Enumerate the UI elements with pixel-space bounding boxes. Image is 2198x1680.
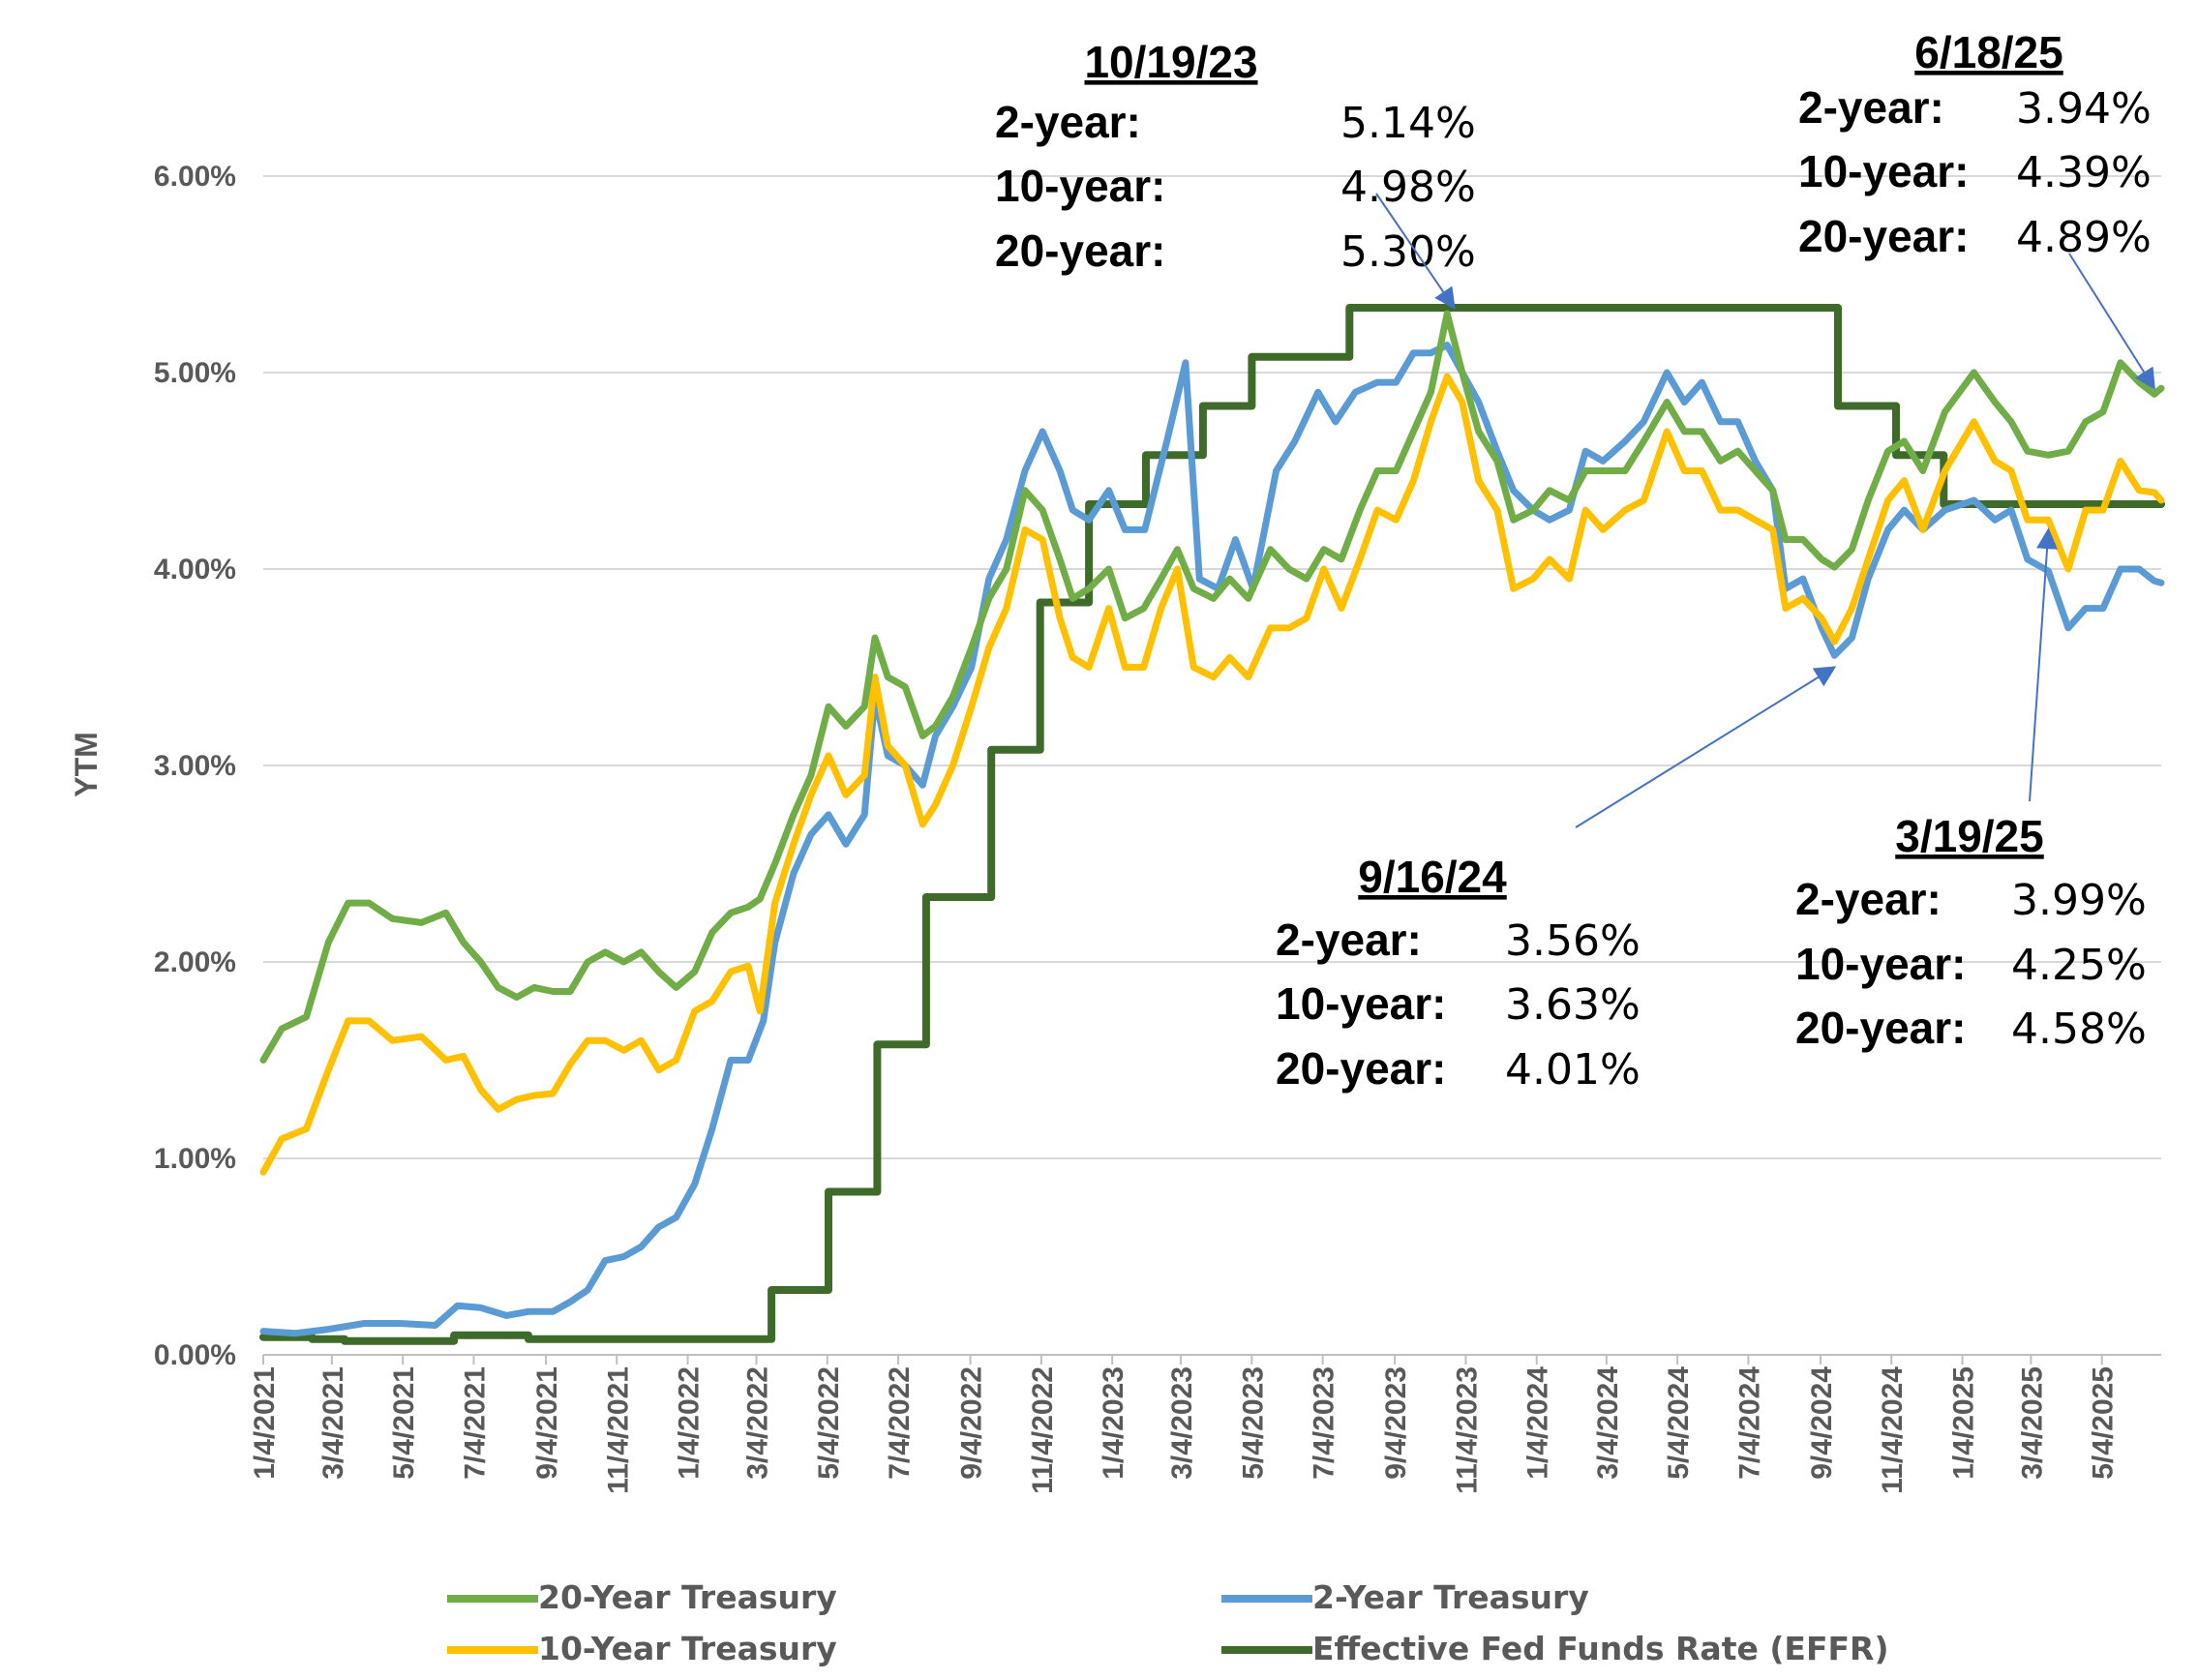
x-tick-label: 11/4/2023 [1451, 1366, 1483, 1494]
x-tick-label: 9/4/2024 [1806, 1366, 1838, 1480]
y-axis-tick-labels: 0.00% 1.00% 2.00% 3.00% 4.00% 5.00% 6.00% [154, 161, 236, 1371]
annotation-value: 4.58% [2011, 1005, 2147, 1054]
y-tick-label: 4.00% [154, 554, 236, 585]
x-axis: 1/4/2021 3/4/2021 5/4/2021 7/4/2021 9/4/2021… [249, 1354, 2161, 1494]
x-tick-label: 3/4/2024 [1592, 1366, 1624, 1480]
series-line-effr [259, 304, 2165, 1345]
annotation-label: 20-year: [1795, 1003, 1966, 1053]
annotation-value: 5.30% [1340, 227, 1476, 277]
x-tick-label: 1/4/2025 [1948, 1366, 1980, 1480]
x-tick-label: 1/4/2023 [1098, 1366, 1129, 1480]
annotation-arrow [2068, 253, 2155, 391]
annotation-value: 4.39% [2016, 148, 2152, 197]
y-tick-label: 6.00% [154, 161, 236, 193]
series-lines [259, 304, 2165, 1345]
series-line-y20 [259, 310, 2165, 1064]
annotation-value: 4.25% [2011, 941, 2147, 990]
annotations: 10/19/23 2-year: 5.14% 10-year: 4.98% 20-year… [995, 27, 2155, 1095]
annotation-label: 2-year: [1795, 874, 1942, 924]
x-tick-label: 1/4/2021 [249, 1366, 281, 1480]
annotation-label: 20-year: [1276, 1043, 1446, 1094]
y-tick-label: 0.00% [154, 1339, 236, 1371]
annotation-1: 6/18/252-year: 3.94% 10-year: 4.39% 20-year:… [1798, 27, 2155, 391]
annotation-date: 6/18/25 [1914, 27, 2063, 77]
x-tick-label: 5/4/2023 [1237, 1366, 1269, 1480]
annotation-label: 10-year: [995, 161, 1165, 211]
annotation-value: 3.63% [1505, 980, 1641, 1030]
x-tick-label: 7/4/2022 [884, 1366, 916, 1480]
x-tick-label: 7/4/2021 [459, 1366, 491, 1480]
y-tick-label: 2.00% [154, 946, 236, 978]
y-tick-label: 1.00% [154, 1143, 236, 1175]
gridlines [263, 175, 2161, 1159]
legend-label-effr: Effective Fed Funds Rate (EFFR) [1312, 1630, 1889, 1667]
annotation-value: 4.98% [1340, 163, 1476, 212]
y-tick-label: 5.00% [154, 357, 236, 389]
x-tick-label: 11/4/2021 [602, 1366, 634, 1494]
annotation-0: 10/19/23 2-year: 5.14% 10-year: 4.98% 20-year… [995, 37, 1476, 310]
series-line-y2 [259, 342, 2165, 1337]
legend-label-y2: 2-Year Treasury [1312, 1578, 1589, 1616]
x-tick-label: 5/4/2024 [1663, 1366, 1695, 1480]
x-tick-label: 9/4/2021 [531, 1366, 563, 1480]
annotation-date: 10/19/23 [1084, 37, 1257, 87]
annotation-value: 4.89% [2016, 213, 2152, 262]
annotation-label: 20-year: [995, 225, 1165, 276]
series-line-y10 [259, 373, 2165, 1176]
annotation-2: 9/16/24 2-year: 3.56% 10-year: 3.63% 20-year:… [1276, 666, 1837, 1095]
annotation-date: 3/19/25 [1895, 811, 2043, 861]
x-tick-label: 5/4/2022 [813, 1366, 845, 1480]
annotation-label: 10-year: [1795, 939, 1966, 989]
x-tick-label: 1/4/2024 [1522, 1366, 1554, 1480]
y-tick-label: 3.00% [154, 750, 236, 782]
annotation-arrow [1375, 193, 1456, 310]
x-tick-label: 5/4/2025 [2088, 1366, 2120, 1480]
x-tick-label: 7/4/2023 [1309, 1366, 1340, 1480]
annotation-label: 2-year: [1798, 82, 1944, 133]
annotation-value: 3.56% [1505, 916, 1641, 966]
annotation-label: 20-year: [1798, 211, 1969, 261]
legend-label-y10: 10-Year Treasury [538, 1630, 837, 1667]
x-tick-label: 11/4/2022 [1027, 1366, 1059, 1494]
x-tick-label: 9/4/2022 [956, 1366, 988, 1480]
annotation-value: 5.14% [1340, 99, 1476, 148]
annotation-label: 2-year: [1276, 915, 1422, 965]
legend-label-y20: 20-Year Treasury [538, 1578, 837, 1616]
annotation-value: 3.94% [2016, 84, 2152, 134]
x-tick-label: 1/4/2022 [674, 1366, 706, 1480]
annotation-3: 3/19/25 2-year: 3.99% 10-year: 4.25% 20-year:… [1795, 527, 2147, 1054]
annotation-label: 10-year: [1798, 146, 1969, 196]
x-tick-label: 3/4/2022 [741, 1366, 773, 1480]
x-tick-label: 3/4/2023 [1166, 1366, 1198, 1480]
x-tick-label: 5/4/2021 [388, 1366, 420, 1480]
annotation-arrow [1575, 666, 1837, 828]
x-tick-label: 7/4/2024 [1733, 1366, 1765, 1480]
annotation-value: 4.01% [1505, 1045, 1641, 1095]
x-tick-label: 9/4/2023 [1380, 1366, 1412, 1480]
x-tick-label: 11/4/2024 [1877, 1366, 1909, 1494]
x-tick-label: 3/4/2025 [2016, 1366, 2048, 1480]
annotation-value: 3.99% [2011, 876, 2147, 925]
x-tick-label: 3/4/2021 [317, 1366, 349, 1480]
legend: 20-Year Treasury 2-Year Treasury 10-Year T… [447, 1578, 1889, 1667]
annotation-date: 9/16/24 [1358, 852, 1507, 902]
y-axis-label: YTM [69, 732, 104, 797]
annotation-label: 2-year: [995, 97, 1141, 147]
annotation-label: 10-year: [1276, 978, 1446, 1029]
annotation-arrow [2029, 527, 2059, 802]
